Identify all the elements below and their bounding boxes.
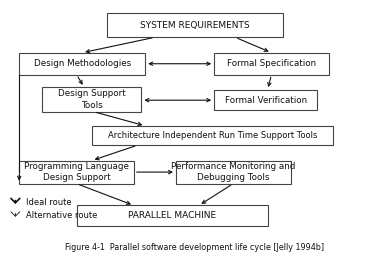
Text: Performance Monitoring and
Debugging Tools: Performance Monitoring and Debugging Too… bbox=[171, 162, 295, 182]
FancyBboxPatch shape bbox=[107, 13, 283, 37]
Text: Architecture Independent Run Time Support Tools: Architecture Independent Run Time Suppor… bbox=[108, 131, 317, 140]
Text: Programming Language
Design Support: Programming Language Design Support bbox=[24, 162, 129, 182]
FancyBboxPatch shape bbox=[214, 53, 329, 74]
Text: Figure 4-1  Parallel software development life cycle [Jelly 1994b]: Figure 4-1 Parallel software development… bbox=[66, 243, 324, 252]
FancyBboxPatch shape bbox=[76, 205, 268, 226]
Text: Alternative route: Alternative route bbox=[26, 211, 98, 220]
FancyBboxPatch shape bbox=[19, 53, 145, 74]
FancyBboxPatch shape bbox=[92, 126, 333, 145]
FancyBboxPatch shape bbox=[176, 161, 291, 184]
Text: SYSTEM REQUIREMENTS: SYSTEM REQUIREMENTS bbox=[140, 21, 250, 30]
Text: Formal Verification: Formal Verification bbox=[225, 96, 307, 105]
FancyBboxPatch shape bbox=[214, 90, 317, 111]
Text: Formal Specification: Formal Specification bbox=[227, 59, 316, 68]
Text: Ideal route: Ideal route bbox=[26, 198, 72, 207]
FancyBboxPatch shape bbox=[19, 161, 134, 184]
Text: PARALLEL MACHINE: PARALLEL MACHINE bbox=[128, 211, 216, 220]
Text: Design Methodologies: Design Methodologies bbox=[34, 59, 131, 68]
FancyBboxPatch shape bbox=[42, 87, 142, 112]
Text: Design Support
Tools: Design Support Tools bbox=[58, 90, 126, 110]
